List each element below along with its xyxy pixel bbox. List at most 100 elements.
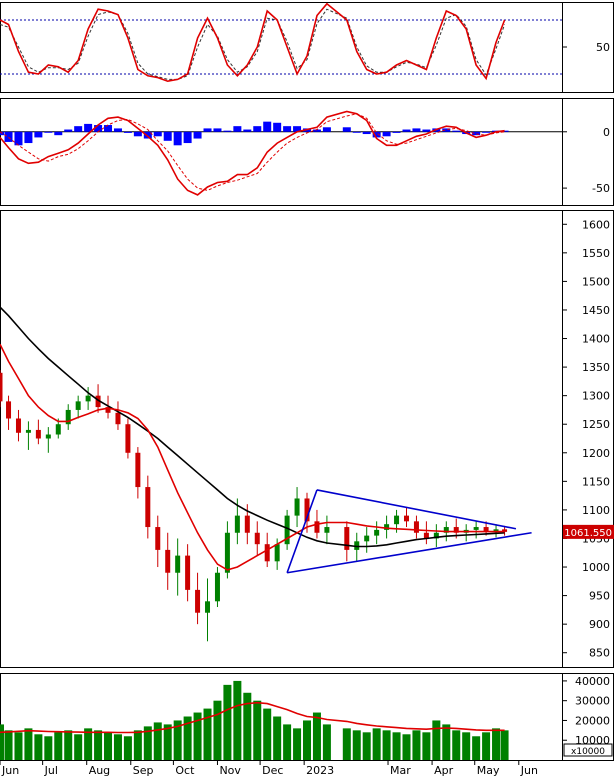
macd-histogram-bar-4 [34,131,43,138]
volume-unit-label: x10000 [571,747,605,757]
volume-bar-33 [322,724,331,760]
volume-bar-8 [74,734,83,760]
volume-bar-48 [482,732,491,760]
candle-body-3 [25,429,31,433]
volume-bar-46 [462,732,471,760]
price-ytick-label-1: 1550 [582,247,610,260]
candle-body-33 [324,527,330,533]
macd-ytick-label-1: -50 [592,182,610,195]
macd-histogram-bar-26 [253,126,262,132]
macd-panel[interactable]: 0 -50 [0,110,610,196]
macd-histogram-bar-11 [104,125,113,132]
x-tick-label-5: Nov [219,764,241,777]
last-price-label: 1061.550 [564,528,612,539]
candle-body-15 [145,487,151,528]
last-price-label-box [563,524,614,539]
stoch-d-line [0,8,506,80]
volume-bar-36 [362,732,371,760]
volume-bar-39 [392,732,401,760]
candle-body-37 [374,529,380,536]
macd-histogram-bar-38 [382,131,391,137]
volume-bar-18 [173,720,182,760]
volume-bar-16 [153,722,162,760]
candle-body-21 [205,601,211,613]
triangle-lower-trendline [286,531,532,574]
candle-body-25 [244,515,250,533]
candle-body-6 [55,424,61,435]
candle-body-2 [15,418,21,433]
candle-body-43 [433,532,439,539]
volume-bar-19 [183,716,192,760]
candle-body-45 [453,527,459,533]
stoch-ytick-label-0: 50 [596,41,610,54]
stoch-k-line [0,2,506,83]
macd-histogram-bar-25 [243,129,252,132]
macd-histogram-bar-18 [173,131,182,146]
macd-histogram-bar-10 [94,125,103,132]
stoch-frame [0,2,614,93]
volume-bar-9 [84,728,93,760]
volume-bar-25 [243,692,252,760]
macd-line [0,110,505,196]
macd-histogram-bar-22 [213,128,222,132]
candle-body-40 [403,515,409,522]
volume-bar-12 [113,734,122,760]
volume-bar-41 [412,730,421,760]
volume-bar-45 [452,730,461,760]
x-tick-label-6: Dec [262,764,283,777]
macd-histogram-bar-23 [223,130,232,132]
candle-body-20 [195,589,201,613]
stochastic-panel[interactable]: 50 [0,2,610,83]
volume-bar-4 [34,734,43,760]
macd-histogram-bar-19 [183,131,192,144]
price-panel[interactable]: 1600 1550 1500 1450 1400 1350 1300 1250 1200 1150… [0,218,614,660]
price-ytick-label-13: 950 [589,590,610,603]
volume-bar-23 [223,684,232,760]
macd-histogram-bar-44 [442,128,451,132]
candle-body-8 [75,401,81,410]
price-ytick-label-4: 1400 [582,333,610,346]
macd-signal-line [0,113,505,191]
candle-body-35 [354,541,360,550]
macd-histogram-bar-16 [153,131,162,137]
macd-histogram-bar-3 [24,131,33,144]
volume-bar-35 [352,730,361,760]
macd-histogram-bar-30 [293,126,302,132]
volume-bar-29 [283,724,292,760]
price-ytick-label-8: 1200 [582,447,610,460]
time-axis: Jun Jul Aug Sep Oct Nov Dec 2023 Mar Apr May Jun [0,760,538,777]
candle-body-34 [344,527,350,550]
price-ytick-label-15: 850 [589,647,610,660]
price-ytick-label-2: 1500 [582,275,610,288]
volume-bar-34 [342,728,351,760]
volume-bar-49 [492,728,501,760]
price-ytick-label-0: 1600 [582,218,610,231]
volume-bar-37 [372,728,381,760]
volume-bar-30 [293,728,302,760]
candle-body-17 [165,549,171,573]
candle-body-48 [483,527,489,532]
macd-histogram-bar-1 [4,131,13,142]
macd-histogram-bar-40 [402,129,411,132]
candle-body-22 [214,572,220,602]
triangle-upper-trendline [316,489,517,530]
candle-body-11 [105,407,111,413]
volume-bar-22 [213,700,222,760]
macd-histogram-bar-34 [342,127,351,132]
volume-ma-line [0,701,505,734]
macd-histogram-bar-37 [372,131,381,138]
ma-short-line [0,343,505,571]
volume-bar-14 [133,730,142,760]
candle-body-24 [234,515,240,533]
x-tick-label-11: Jun [520,764,538,777]
volume-bar-10 [94,730,103,760]
macd-histogram-bar-41 [412,128,421,132]
candle-body-13 [125,424,131,453]
candle-body-18 [175,555,181,573]
macd-histogram-bar-13 [123,131,132,133]
candle-body-16 [155,527,161,550]
macd-histogram-bar-20 [193,131,202,139]
